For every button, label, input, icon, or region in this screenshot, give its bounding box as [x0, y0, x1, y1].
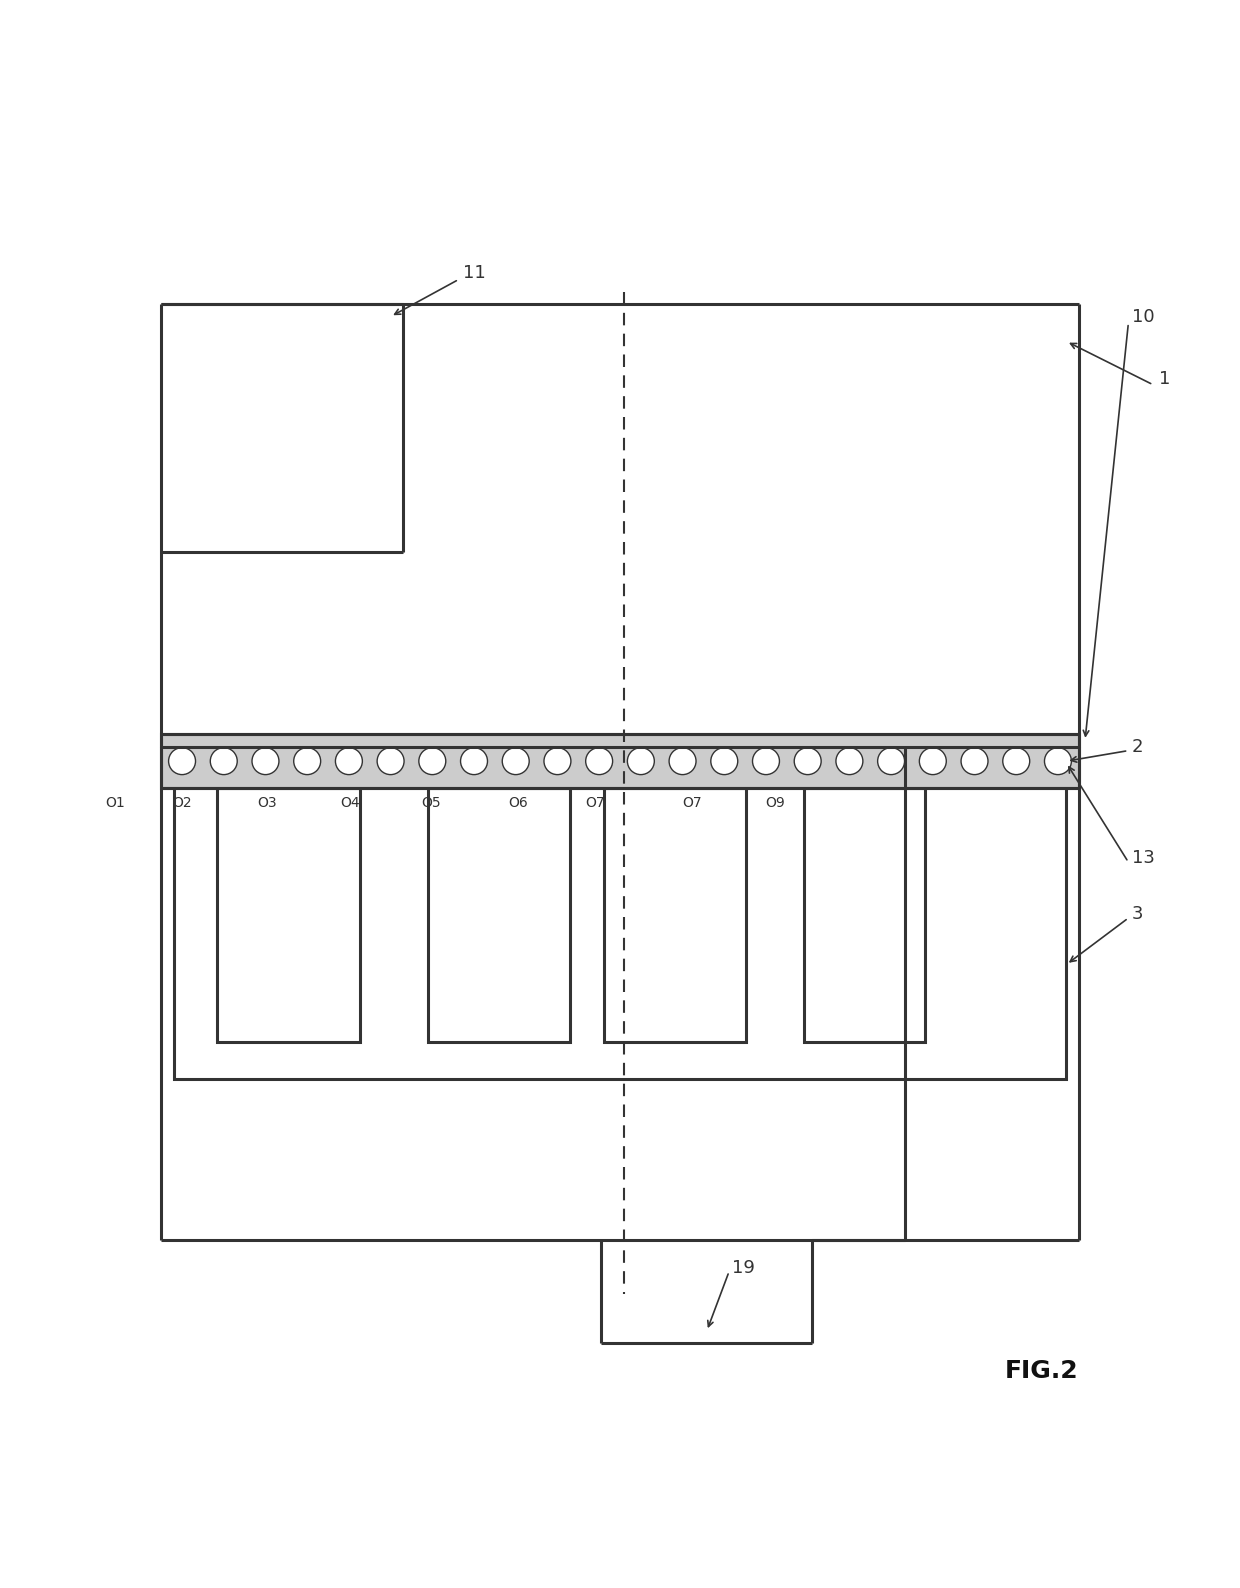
Bar — [217, 788, 360, 1042]
Bar — [804, 788, 925, 1042]
Circle shape — [1044, 748, 1071, 775]
Circle shape — [1003, 748, 1029, 775]
Circle shape — [544, 748, 570, 775]
Circle shape — [919, 748, 946, 775]
Circle shape — [711, 748, 738, 775]
Circle shape — [670, 748, 696, 775]
Circle shape — [252, 748, 279, 775]
Text: O7: O7 — [682, 797, 702, 810]
Circle shape — [878, 748, 905, 775]
Text: 1: 1 — [1159, 370, 1171, 387]
Circle shape — [836, 748, 863, 775]
Text: 10: 10 — [1132, 308, 1154, 326]
Text: O3: O3 — [257, 797, 277, 810]
Circle shape — [335, 748, 362, 775]
Circle shape — [169, 748, 196, 775]
Text: 3: 3 — [1132, 905, 1143, 923]
Circle shape — [794, 748, 821, 775]
Circle shape — [753, 748, 780, 775]
Bar — [161, 735, 1079, 788]
Text: FIG.2: FIG.2 — [1006, 1359, 1079, 1383]
Text: O9: O9 — [765, 797, 785, 810]
Circle shape — [460, 748, 487, 775]
Text: O6: O6 — [508, 797, 528, 810]
Bar — [174, 751, 1066, 1080]
Circle shape — [419, 748, 446, 775]
Circle shape — [211, 748, 237, 775]
Text: 19: 19 — [732, 1259, 754, 1277]
Bar — [604, 788, 746, 1042]
Circle shape — [294, 748, 321, 775]
Text: O5: O5 — [422, 797, 441, 810]
Bar — [428, 788, 570, 1042]
Text: O2: O2 — [172, 797, 192, 810]
Text: O7: O7 — [585, 797, 605, 810]
Circle shape — [585, 748, 613, 775]
Text: 13: 13 — [1132, 850, 1154, 867]
Text: 11: 11 — [463, 264, 485, 283]
Circle shape — [502, 748, 529, 775]
Circle shape — [377, 748, 404, 775]
Text: O4: O4 — [340, 797, 360, 810]
Circle shape — [961, 748, 988, 775]
Circle shape — [627, 748, 655, 775]
Text: O1: O1 — [105, 797, 125, 810]
Text: 2: 2 — [1132, 738, 1143, 756]
